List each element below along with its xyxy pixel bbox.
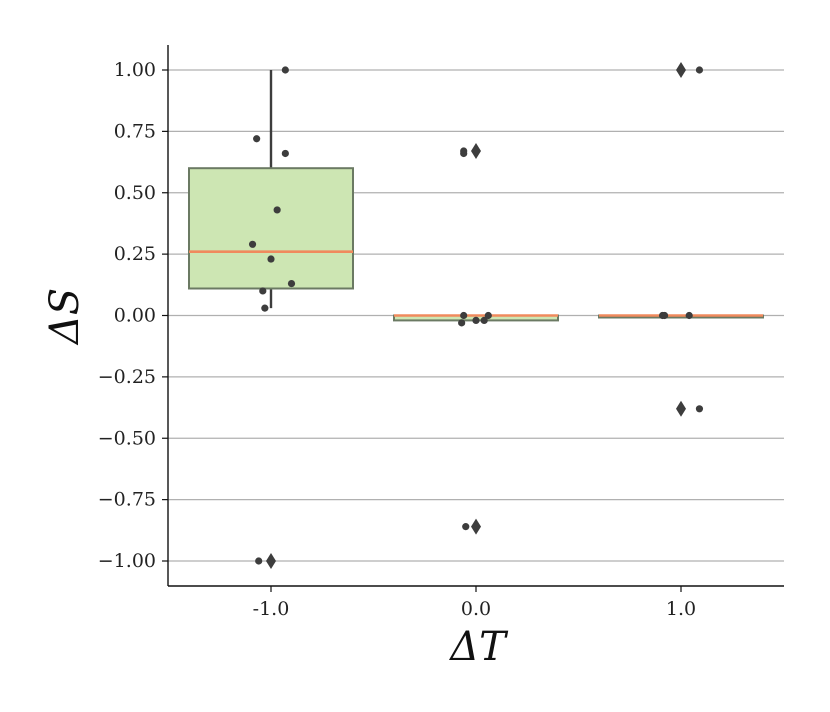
y-tick-label: 0.75	[114, 120, 156, 142]
x-tick-label: 0.0	[461, 598, 491, 620]
data-point	[472, 316, 480, 325]
y-tick-label: 0.00	[114, 305, 156, 327]
box-body	[188, 167, 354, 290]
tick-labels: 1.00 0.75 0.50 0.25 0.00 −0.25 −0.50 −0.75 −1.00…	[98, 59, 696, 620]
outlier-marker	[676, 62, 686, 78]
y-tick-label: −0.50	[98, 427, 156, 449]
data-point	[267, 255, 275, 263]
x-tick-label: 1.0	[666, 598, 696, 620]
strip-points	[248, 66, 704, 565]
outlier-marker	[266, 553, 276, 569]
y-tick-label: −0.25	[98, 366, 156, 388]
data-point	[460, 149, 468, 158]
data-point	[248, 240, 257, 248]
data-point	[484, 311, 492, 320]
data-point	[695, 66, 704, 74]
outlier-marker	[471, 518, 481, 535]
data-point	[460, 311, 468, 320]
data-point	[462, 523, 470, 531]
data-point	[458, 319, 466, 327]
data-point	[273, 206, 281, 214]
x-tick-label: -1.0	[253, 598, 290, 620]
data-point	[281, 149, 289, 158]
outlier-marker	[471, 143, 481, 160]
y-tick-label: −1.00	[98, 550, 156, 572]
data-point	[259, 287, 267, 295]
y-tick-label: 1.00	[114, 59, 156, 81]
data-point	[287, 279, 296, 288]
data-point	[281, 66, 289, 74]
x-axis-title: ΔT	[448, 624, 509, 670]
data-point	[695, 405, 704, 413]
data-point	[253, 135, 261, 143]
y-tick-label: 0.50	[114, 182, 156, 204]
y-axis-title: ΔS	[42, 288, 88, 346]
outlier-marker	[676, 400, 686, 417]
y-tick-label: −0.75	[98, 489, 156, 511]
data-point	[480, 316, 488, 325]
data-point	[685, 311, 693, 320]
data-point	[658, 311, 667, 320]
data-point	[261, 304, 269, 312]
y-tick-label: 0.25	[114, 243, 156, 265]
data-point	[255, 557, 263, 565]
